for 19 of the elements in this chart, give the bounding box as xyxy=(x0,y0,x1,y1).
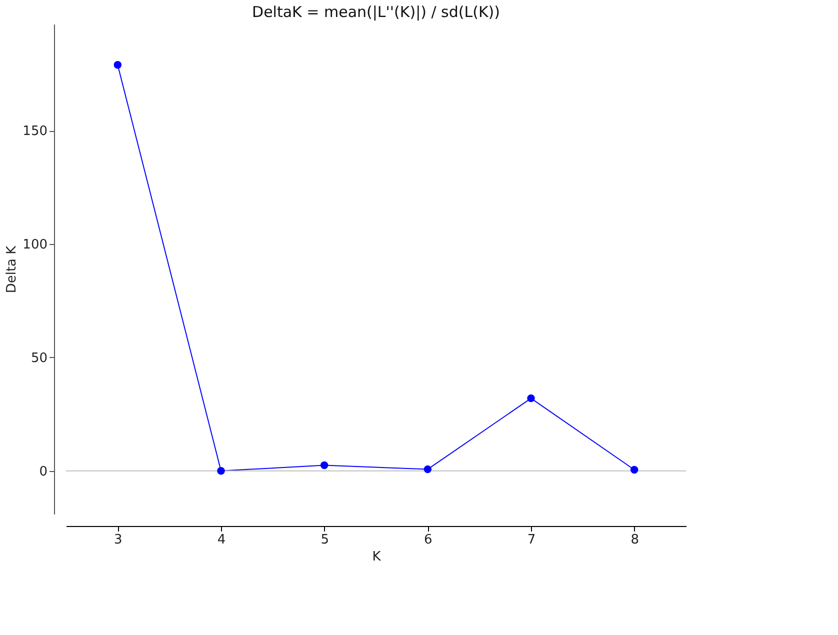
y-axis-title: Delta K xyxy=(4,245,20,294)
x-tick-label: 4 xyxy=(217,532,226,548)
chart-title: DeltaK = mean(|L''(K)|) / sd(L(K)) xyxy=(252,3,500,21)
y-tick-label: 100 xyxy=(22,238,48,253)
x-tick-label: 6 xyxy=(424,532,432,548)
x-tick-label: 5 xyxy=(320,532,329,548)
y-tick-label: 0 xyxy=(39,464,48,480)
point xyxy=(527,394,535,402)
point xyxy=(217,467,225,475)
point xyxy=(424,465,432,474)
y-tick-label: 50 xyxy=(30,350,48,366)
x-tick-label: 3 xyxy=(114,532,122,548)
x-axis-title: K xyxy=(372,550,382,564)
y-tick-label: 150 xyxy=(22,124,48,140)
point xyxy=(114,60,122,69)
x-tick-label: 8 xyxy=(630,532,639,548)
point xyxy=(630,466,638,474)
x-tick-label: 7 xyxy=(527,532,536,548)
point xyxy=(320,461,328,470)
